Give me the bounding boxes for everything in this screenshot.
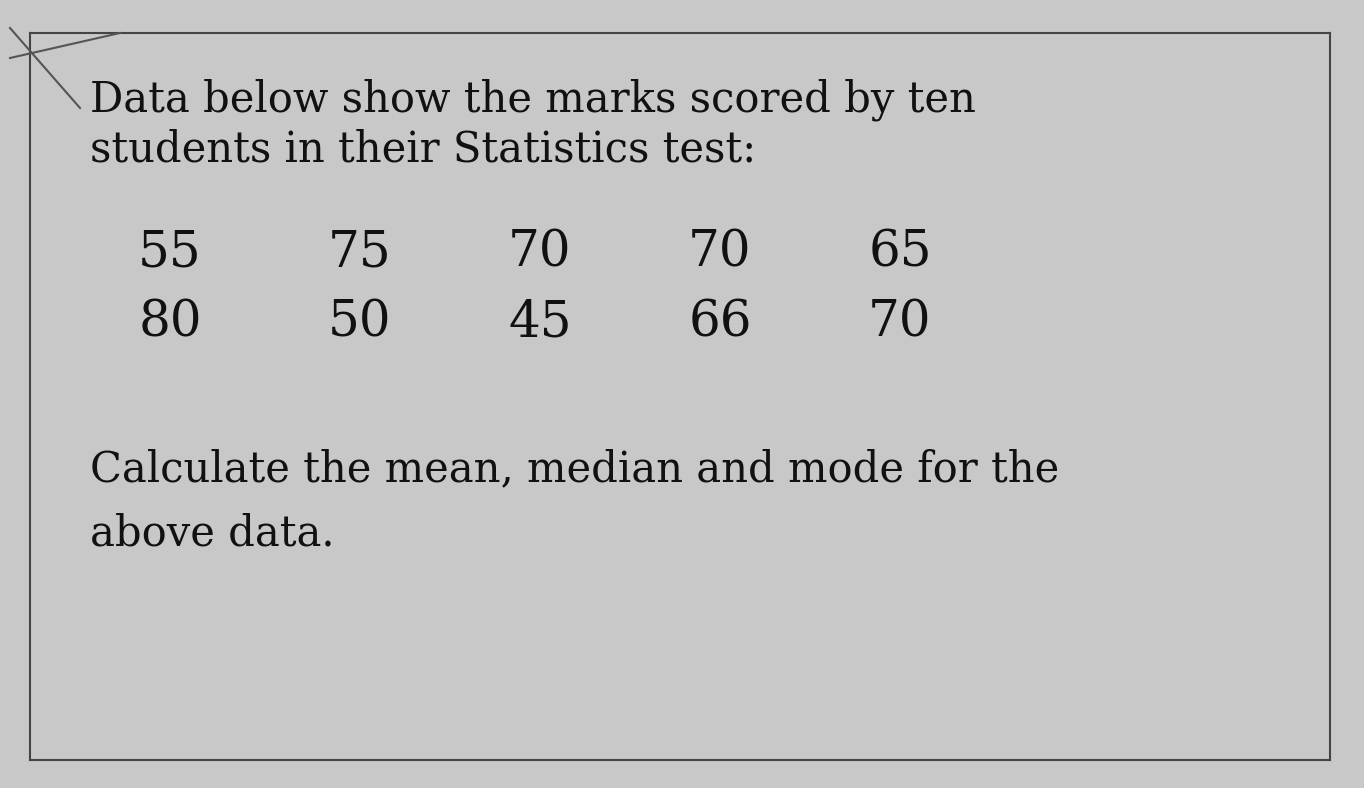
Text: 80: 80 (138, 298, 202, 348)
Text: above data.: above data. (90, 513, 334, 555)
Text: 50: 50 (329, 298, 391, 348)
Text: 70: 70 (689, 228, 752, 277)
Text: Data below show the marks scored by ten: Data below show the marks scored by ten (90, 78, 975, 121)
Text: 75: 75 (329, 228, 391, 277)
Text: 70: 70 (509, 228, 572, 277)
Text: 45: 45 (509, 298, 572, 348)
Text: 65: 65 (869, 228, 932, 277)
Text: 55: 55 (138, 228, 202, 277)
Text: 70: 70 (869, 298, 932, 348)
Text: students in their Statistics test:: students in their Statistics test: (90, 128, 756, 170)
Text: 66: 66 (689, 298, 752, 348)
Text: Calculate the mean, median and mode for the: Calculate the mean, median and mode for … (90, 448, 1060, 490)
